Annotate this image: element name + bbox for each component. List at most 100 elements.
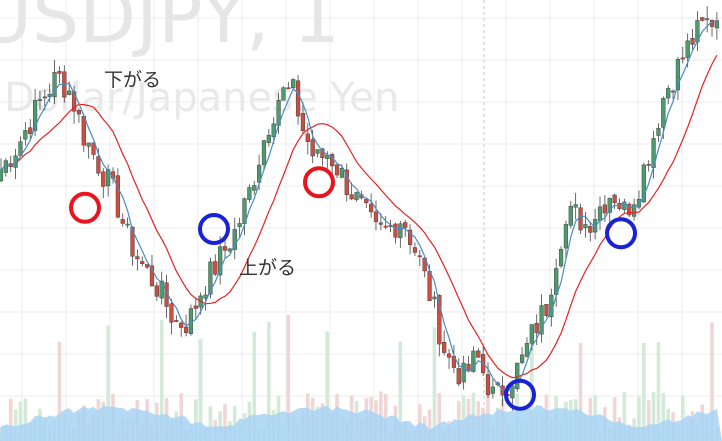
candle-body	[179, 322, 184, 328]
volume-bar	[13, 409, 18, 441]
volume-bar	[194, 399, 198, 441]
volume-bar	[710, 322, 714, 441]
candle-body	[57, 71, 62, 74]
candle-body	[354, 192, 359, 201]
candle-body	[23, 130, 28, 140]
candle-body	[705, 18, 710, 21]
sma-slow-line	[0, 54, 718, 379]
candle-body	[524, 343, 530, 357]
candle-body	[310, 139, 315, 157]
candle-body	[106, 169, 111, 187]
candle-body	[291, 79, 296, 89]
volume-bar	[461, 395, 466, 441]
candle-body	[364, 198, 369, 204]
candle-body	[714, 20, 719, 29]
annotation-down: 下がる	[104, 69, 161, 91]
candle-body	[632, 204, 637, 217]
candle-body	[183, 326, 189, 334]
candle-body	[0, 169, 4, 182]
annotation-up: 上がる	[239, 257, 296, 279]
candle-body	[144, 264, 150, 268]
candle-body	[622, 201, 627, 210]
candle-body	[135, 256, 140, 260]
candle-body	[286, 87, 291, 90]
candle-body	[690, 38, 695, 45]
candle-body	[597, 206, 603, 221]
volume-bar	[656, 342, 661, 441]
candle-body	[218, 246, 223, 276]
candle-body	[529, 324, 534, 344]
volume-bar	[681, 395, 685, 441]
candle-body	[154, 285, 159, 297]
candle-body	[485, 374, 491, 396]
candle-body	[680, 57, 685, 60]
volume-bar	[198, 339, 203, 441]
volume-bar	[383, 393, 388, 441]
volume-bar	[427, 409, 432, 441]
candle-body	[96, 156, 101, 174]
candle-body	[252, 185, 257, 191]
candle-body	[383, 225, 388, 228]
candle-body	[232, 229, 237, 250]
candle-body	[412, 247, 418, 253]
volume-bar	[223, 403, 227, 441]
volume-bar	[8, 398, 13, 441]
volume-bar	[612, 397, 617, 441]
candle-body	[398, 223, 403, 239]
candle-body	[52, 72, 57, 98]
volume-area	[0, 405, 722, 441]
volume-bar	[232, 406, 237, 441]
volume-bar	[218, 411, 222, 441]
volume-bar	[159, 319, 164, 441]
volume-bar	[267, 322, 271, 441]
candle-body	[295, 80, 301, 117]
candle-body	[675, 59, 681, 91]
signal-circles	[69, 166, 637, 411]
candle-body	[534, 322, 539, 334]
candle-body	[519, 354, 525, 363]
watermark-symbol: USDJPY, 1	[0, 0, 340, 60]
candle-body	[641, 164, 646, 203]
candle-body	[349, 194, 354, 200]
volume-bar	[106, 325, 110, 441]
volume-bar	[642, 342, 646, 441]
candle-body	[140, 261, 145, 264]
candle-body	[315, 149, 320, 154]
sma-fast-line	[0, 21, 717, 391]
candle-body	[193, 305, 198, 309]
signal-circle-sell	[69, 191, 101, 224]
candle-body	[670, 90, 676, 93]
candle-body	[37, 99, 43, 101]
volume-bar	[252, 331, 257, 441]
volume-bar	[622, 392, 627, 441]
candle-body	[583, 224, 588, 229]
candle-body	[432, 296, 437, 300]
candle-body	[369, 203, 374, 213]
candle-body	[67, 90, 72, 95]
candle-body	[636, 199, 642, 208]
volume-bar	[286, 314, 291, 441]
signal-circle-buy	[605, 217, 637, 250]
volume-bar	[208, 406, 213, 441]
candle-body	[174, 320, 179, 322]
candle-body	[266, 134, 271, 143]
candle-body	[125, 223, 130, 226]
volume-bar	[23, 398, 28, 441]
candle-body	[588, 226, 593, 233]
candle-body	[130, 226, 135, 257]
candle-body	[101, 171, 106, 187]
candle-body	[378, 222, 383, 225]
candle-body	[666, 88, 671, 99]
candle-body	[685, 40, 690, 59]
candle-body	[437, 294, 442, 345]
candle-body	[305, 133, 310, 142]
candle-body	[300, 112, 306, 131]
candle-body	[169, 303, 174, 323]
volume-bar	[637, 396, 641, 441]
candle-body	[403, 222, 408, 228]
candle-body	[446, 353, 452, 358]
candle-body	[28, 127, 33, 134]
candle-body	[339, 168, 344, 178]
